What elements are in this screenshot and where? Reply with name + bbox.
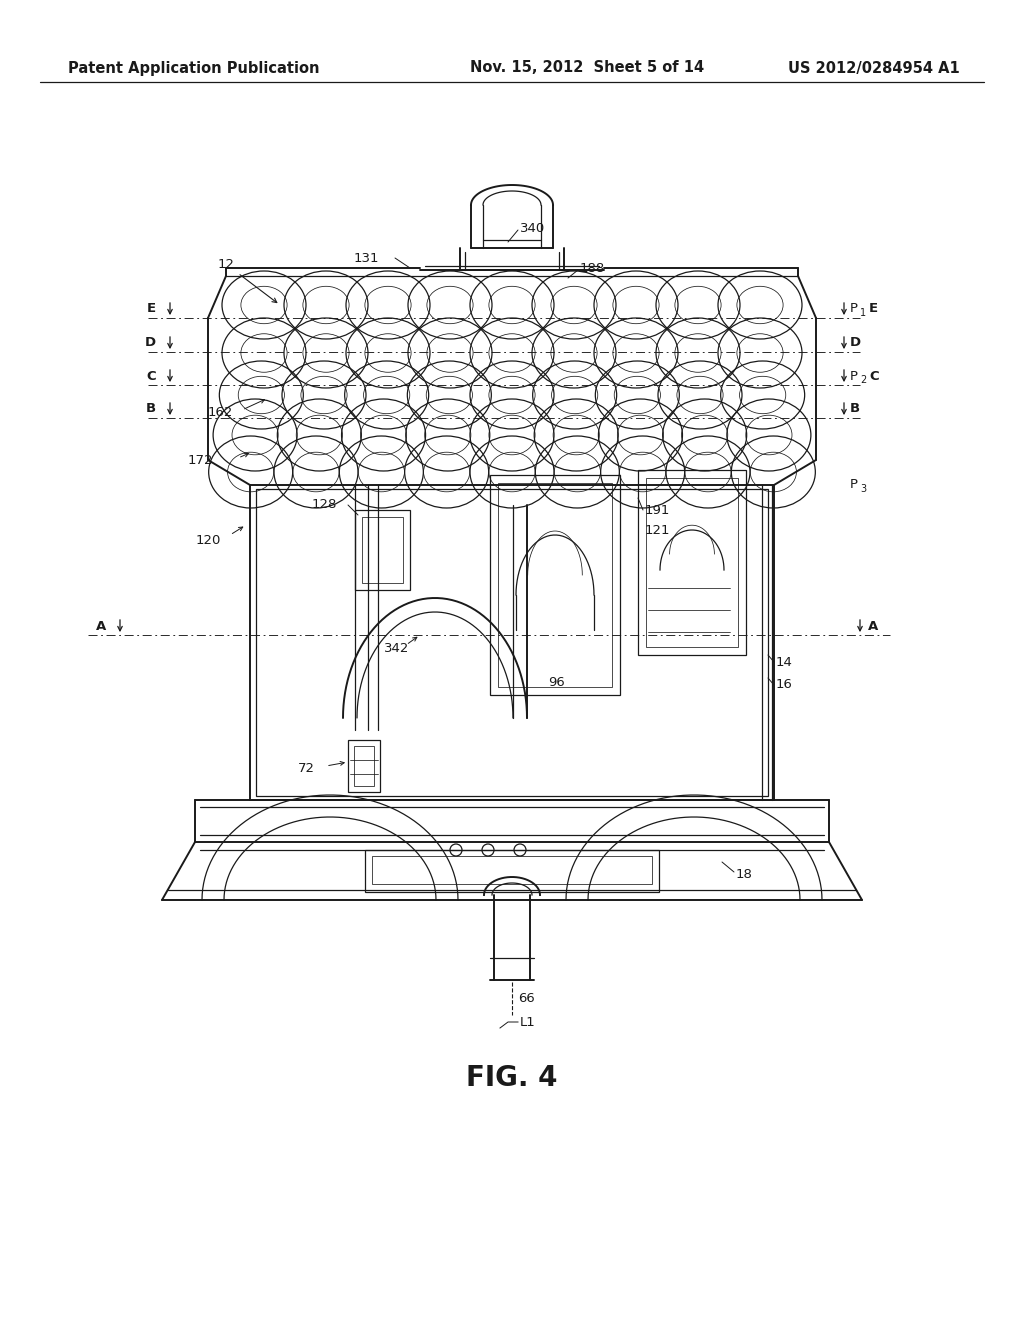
Text: FIG. 4: FIG. 4 (466, 1064, 558, 1092)
Bar (355, 510, 410, 590)
Bar (372, 855, 652, 884)
Text: C: C (869, 370, 879, 383)
Text: B: B (850, 403, 860, 416)
Text: 121: 121 (645, 524, 671, 536)
Text: Nov. 15, 2012  Sheet 5 of 14: Nov. 15, 2012 Sheet 5 of 14 (470, 61, 705, 75)
Text: US 2012/0284954 A1: US 2012/0284954 A1 (788, 61, 961, 75)
Text: 3: 3 (860, 484, 866, 494)
Text: 2: 2 (860, 375, 866, 385)
Text: C: C (146, 370, 156, 383)
Text: D: D (850, 337, 861, 350)
Text: 131: 131 (354, 252, 380, 264)
Text: 188: 188 (580, 261, 605, 275)
Text: 191: 191 (645, 503, 671, 516)
Text: 342: 342 (384, 642, 410, 655)
Text: L1: L1 (520, 1015, 536, 1028)
Bar (498, 483, 612, 686)
Bar (362, 517, 403, 583)
Bar (256, 488, 768, 796)
Bar (490, 475, 620, 696)
Text: 1: 1 (860, 308, 866, 318)
Text: 128: 128 (312, 499, 337, 511)
Bar (638, 470, 746, 655)
Text: A: A (868, 619, 879, 632)
Text: 120: 120 (196, 533, 221, 546)
Text: 162: 162 (208, 407, 233, 420)
Bar (365, 850, 659, 892)
Text: 12: 12 (218, 257, 276, 302)
Text: 18: 18 (736, 867, 753, 880)
Text: E: E (869, 302, 879, 315)
Text: 172: 172 (188, 454, 213, 466)
Text: A: A (96, 619, 106, 632)
Text: P: P (850, 370, 858, 383)
Bar (646, 478, 738, 647)
Bar (348, 741, 380, 792)
Text: P: P (850, 302, 858, 315)
Text: 16: 16 (776, 678, 793, 692)
Text: Patent Application Publication: Patent Application Publication (68, 61, 319, 75)
Text: 96: 96 (548, 676, 565, 689)
Bar (250, 484, 774, 800)
Text: 340: 340 (520, 222, 545, 235)
Text: E: E (146, 302, 156, 315)
Text: B: B (145, 403, 156, 416)
Text: 72: 72 (298, 762, 315, 775)
Text: P: P (850, 479, 858, 491)
Bar (354, 746, 374, 785)
Text: D: D (144, 337, 156, 350)
Text: 14: 14 (776, 656, 793, 668)
Text: 66: 66 (518, 991, 535, 1005)
